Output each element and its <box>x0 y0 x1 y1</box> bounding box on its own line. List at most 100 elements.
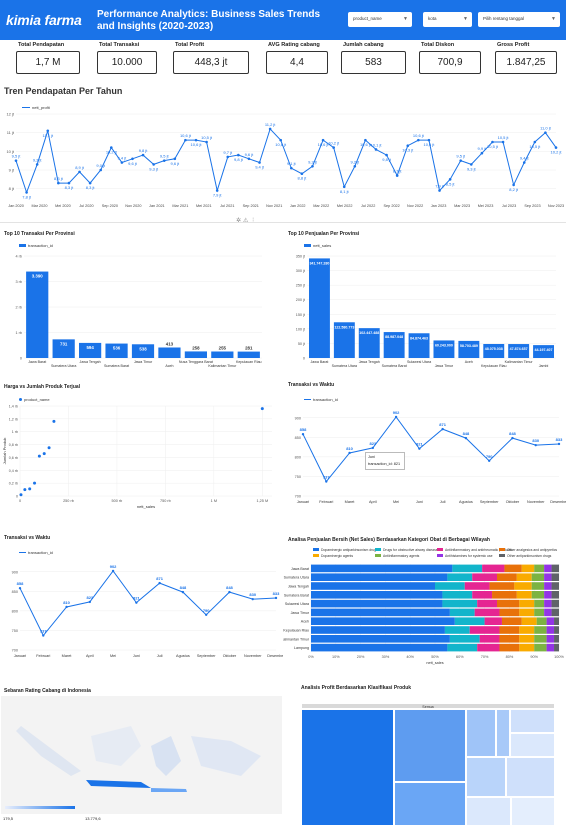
x-tick-label: Januari <box>14 654 27 658</box>
data-point <box>268 127 272 131</box>
x-tick-label: Kepulauan Riau <box>236 360 262 364</box>
data-point <box>364 138 367 142</box>
data-point <box>194 138 198 142</box>
data-point <box>46 129 50 133</box>
x-tick-label: Desember <box>550 500 566 504</box>
treemap-tile[interactable] <box>394 709 466 782</box>
product-name-filter[interactable]: product_name ▼ <box>348 12 412 27</box>
x-tick-label: Sumatera Barat <box>382 364 407 368</box>
bar <box>52 339 75 358</box>
top10-transaksi-bar-chart[interactable]: 0 1 rb 2 rb 3 rb 4 rb 3.390 Jawa Barat 731 Sumat… <box>0 250 272 376</box>
data-label: 8,7 jt <box>393 169 403 174</box>
scatter-chart[interactable]: 0 250 rb 500 rb 750 rb 1 M 1,25 M 0 0,2 rb 0,4 r… <box>0 400 280 512</box>
legend-swatch <box>19 552 26 553</box>
bar-value-label: 538 <box>139 346 147 351</box>
data-label: 821 <box>133 596 140 601</box>
x-tick-label: 70% <box>481 655 489 659</box>
stacked-segment <box>554 617 559 625</box>
data-label: 10,2 jt <box>106 150 118 155</box>
data-label: 737 <box>40 629 47 634</box>
transaksi-waktu-line-chart-2[interactable]: 700 750 800 850 900 858 Januari 737 Februari 810 M… <box>0 554 283 662</box>
treemap-tile[interactable] <box>466 797 511 826</box>
data-point <box>237 153 240 157</box>
data-label: 830 <box>532 438 539 443</box>
data-label: 8,5 jt <box>446 181 456 186</box>
profit-treemap[interactable]: Semua <box>301 703 555 826</box>
data-point <box>557 442 561 446</box>
kpi-total-pendapatan: Total Pendapatan 1,7 M <box>16 42 80 74</box>
treemap-tile[interactable] <box>511 797 555 826</box>
indonesia-map[interactable]: 179,5 13.779,6 <box>1 696 282 821</box>
data-point <box>385 153 388 157</box>
data-point <box>300 172 304 176</box>
kategori-obat-stacked-bar-chart[interactable]: Dopaminergic antiparkinsonism drugs Drugs… <box>283 546 566 672</box>
treemap-tile[interactable] <box>466 757 506 797</box>
stacked-segment <box>534 626 547 634</box>
stacked-segment <box>449 608 475 617</box>
x-tick-label: 1 M <box>211 499 217 503</box>
y-tick-label: 800 <box>12 609 18 613</box>
data-label: 9,5 jt <box>160 154 170 159</box>
treemap-tile[interactable] <box>510 733 555 757</box>
x-tick-label: Jawa Timur <box>134 360 153 364</box>
stacked-segment <box>516 591 532 599</box>
data-label: 9,4 jt <box>255 165 265 170</box>
stacked-segment <box>311 608 450 617</box>
data-point <box>120 161 124 164</box>
data-point <box>325 480 328 483</box>
data-point <box>215 189 219 192</box>
treemap-tile[interactable] <box>301 709 394 826</box>
x-tick-label: Mar 2021 <box>172 204 188 208</box>
y-tick-label: 1 rb <box>15 331 22 335</box>
stacked-segment <box>442 599 478 608</box>
trend-line-chart[interactable]: 8 jt 9 jt 10 jt 11 jt 12 jt 9,5 jt 7,8 jt 9,3 j… <box>0 108 566 212</box>
filter-icon[interactable]: ✲ <box>236 217 242 224</box>
bar <box>211 351 234 358</box>
treemap-tile[interactable] <box>510 709 555 733</box>
treemap-tile[interactable] <box>506 757 555 797</box>
transaksi-waktu-line-chart[interactable]: 700 750 800 850 900 858 Januari 737 Februari 810 M… <box>283 400 566 508</box>
legend-label: Other antiparkinsonism drugs <box>507 554 552 558</box>
data-label: 10,5 jt <box>487 144 499 149</box>
stacked-segment <box>551 564 559 573</box>
data-label: 10,6 jt <box>360 142 372 147</box>
data-label: 9,4 jt <box>520 156 530 161</box>
bar <box>26 271 49 358</box>
data-point <box>205 140 208 144</box>
data-label: 823 <box>369 441 376 446</box>
data-point <box>469 163 473 166</box>
stacked-segment <box>551 608 559 617</box>
treemap-tile[interactable] <box>496 709 510 757</box>
data-point <box>464 436 468 440</box>
data-point <box>42 634 45 637</box>
stacked-segment <box>311 599 443 608</box>
treemap-tile[interactable] <box>466 709 496 757</box>
data-point <box>14 159 18 162</box>
data-label: 10,2 jt <box>551 150 563 155</box>
date-range-filter[interactable]: Pilih rentang tanggal ▼ <box>478 12 560 27</box>
stacked-segment <box>464 582 490 590</box>
stacked-segment <box>447 573 473 581</box>
kota-filter[interactable]: kota ▼ <box>423 12 472 27</box>
scale-min: 179,5 <box>3 816 14 821</box>
data-label: 9,5 jt <box>456 154 466 159</box>
top10-penjualan-bar-chart[interactable]: 0 50 jt 100 jt 150 jt 200 jt 250 jt 300 jt 350 … <box>283 250 566 376</box>
stacked-segment <box>554 635 559 643</box>
data-point <box>533 140 537 144</box>
kpi-total-diskon: Total Diskon 700,9 <box>419 42 481 74</box>
stacked-segment <box>447 643 478 652</box>
y-tick-label: 0,2 rb <box>9 482 18 486</box>
data-point <box>57 181 60 185</box>
legend: transaction_id <box>19 243 53 248</box>
data-label: 7,9 jt <box>213 193 223 198</box>
treemap-tile[interactable] <box>394 782 466 826</box>
data-label: 8,3 jt <box>54 176 64 181</box>
data-label: 9,0 jt <box>96 163 106 168</box>
data-point <box>141 153 145 157</box>
more-icon[interactable]: ⋮ <box>250 217 257 224</box>
data-label: 10,6 jt <box>275 142 287 147</box>
stacked-segment <box>504 564 522 573</box>
data-label: 9,9 jt <box>478 146 488 151</box>
x-tick-label: Januari <box>297 500 310 504</box>
profit-klasifikasi-title: Analisis Profit Berdasarkan Klasifikasi … <box>301 685 412 691</box>
